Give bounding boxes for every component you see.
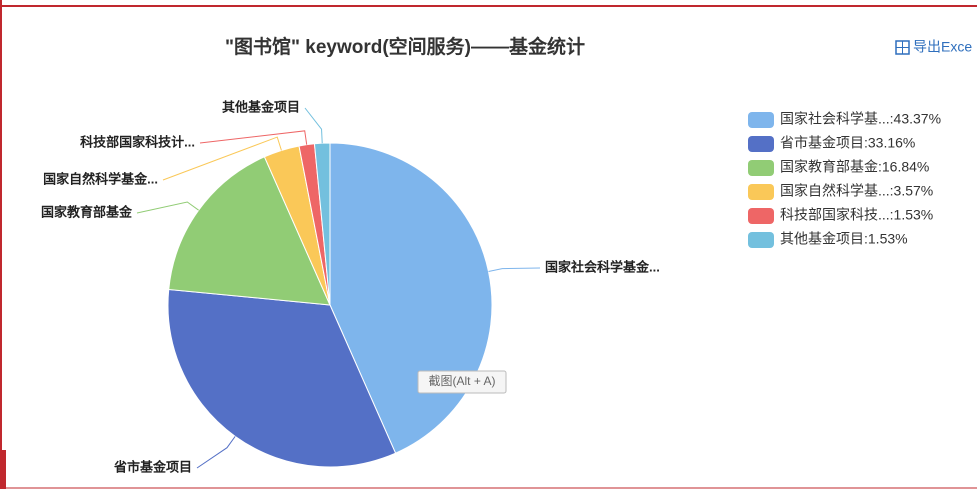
legend-label: 省市基金项目:33.16% [780,135,915,151]
chart-title: "图书馆" keyword(空间服务)——基金统计 [225,35,585,58]
legend-label: 科技部国家科技...:1.53% [780,207,933,223]
leader-line [162,136,282,181]
legend-swatch [748,208,774,224]
slice-label: 其他基金项目 [222,99,300,114]
legend-label: 国家社会科学基...:43.37% [780,111,941,127]
legend-label: 国家教育部基金:16.84% [780,159,929,175]
frame-corner [0,450,6,489]
slice-label: 国家教育部基金 [41,204,133,219]
tooltip-text: 截图(Alt + A) [428,374,495,388]
leader-line [304,107,323,144]
legend-label: 国家自然科学基...:3.57% [780,183,933,199]
leader-line [196,436,236,469]
legend-swatch [748,136,774,152]
pie-slice [168,156,331,306]
legend-swatch [748,232,774,248]
legend-swatch [748,160,774,176]
leader-line [136,201,199,214]
slice-label: 省市基金项目 [113,459,192,474]
legend-swatch [748,112,774,128]
leader-line [199,130,308,145]
leader-line [488,267,541,272]
legend-swatch [748,184,774,200]
export-label[interactable]: 导出Exce [913,39,972,55]
slice-label: 科技部国家科技计... [80,134,195,149]
tooltip: 截图(Alt + A) [417,370,507,394]
legend: 国家社会科学基...:43.37% 省市基金项目:33.16% 国家教育部基金:16… [748,111,941,248]
slice-label: 国家自然科学基金... [43,171,158,186]
legend-label: 其他基金项目:1.53% [780,231,908,247]
tooltip-box [417,370,507,394]
slice-label: 国家社会科学基金... [545,259,660,274]
export-button[interactable]: 导出Exce [895,39,972,55]
